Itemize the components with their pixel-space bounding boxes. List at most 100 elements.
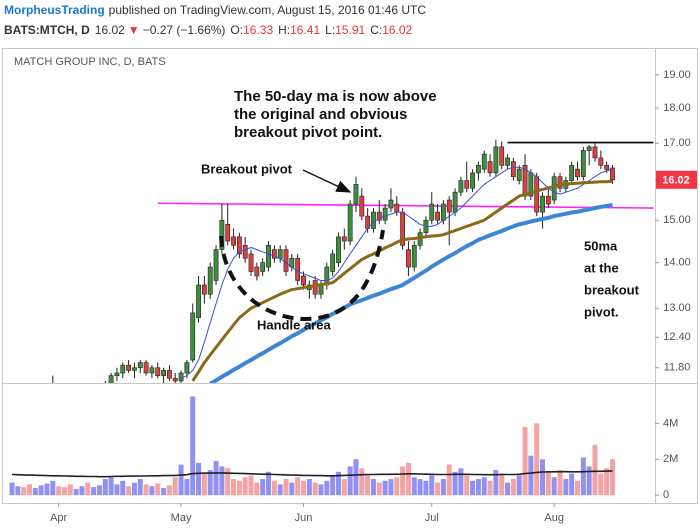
candle-body <box>470 172 475 189</box>
candle-body <box>592 146 598 159</box>
candle-body <box>452 191 458 213</box>
x-tick-label: Jul <box>425 512 439 524</box>
candle-body <box>429 203 435 221</box>
volume-bar <box>510 479 516 496</box>
candle-body <box>347 203 353 242</box>
candle-body <box>505 157 510 166</box>
candle-body <box>516 168 522 181</box>
volume-bar <box>126 486 132 496</box>
ohlc-value: 16.33 <box>243 23 273 37</box>
candle-body <box>190 312 196 361</box>
candle-body <box>487 161 493 174</box>
volume-bar <box>516 475 522 496</box>
candle-body <box>330 253 336 272</box>
candle-body <box>604 165 610 170</box>
volume-bar <box>178 464 184 496</box>
candle-body <box>184 362 190 374</box>
volume-bar <box>330 475 336 496</box>
volume-bar <box>534 423 540 496</box>
candle-body <box>522 165 528 197</box>
y-tick-label: 15.00 <box>663 214 691 226</box>
volume-bar <box>143 484 149 496</box>
volume-bar <box>312 482 318 496</box>
volume-bar <box>295 477 301 496</box>
panel-border <box>2 48 698 504</box>
volume-bar <box>15 486 21 496</box>
candle-body <box>126 364 131 371</box>
volume-bar <box>470 480 476 496</box>
handle-curve <box>219 229 385 322</box>
candle-body <box>201 284 207 295</box>
volume-bar <box>166 485 172 496</box>
volume-bar <box>464 475 470 496</box>
volume-bar <box>161 487 167 496</box>
candle-body <box>481 153 487 170</box>
price-tag <box>656 170 697 189</box>
volume-bar <box>586 466 592 496</box>
volume-bar <box>405 462 411 496</box>
volume-bar <box>522 426 528 496</box>
change: −0.27 (−1.66%) <box>143 23 226 37</box>
price-pane <box>52 139 654 383</box>
candle-body <box>254 266 260 277</box>
quote-line: BATS:MTCH, D 16.02 ▼ −0.27 (−1.66%) O:16.33 H… <box>4 23 413 37</box>
volume-bar <box>213 461 219 496</box>
volume-bar <box>155 483 161 496</box>
y-tick-label: 14.00 <box>663 257 691 269</box>
volume-bar <box>435 482 441 496</box>
x-tick-label: May <box>171 512 192 524</box>
volume-bar <box>26 484 32 496</box>
volume-average <box>11 470 613 478</box>
author[interactable]: MorpheusTrading <box>4 3 105 17</box>
ohlc-label: H: <box>278 23 290 37</box>
volume-bar <box>429 475 435 496</box>
annotation: Breakout pivot <box>201 161 293 176</box>
candle-body <box>271 249 277 259</box>
volume-bar <box>575 480 581 496</box>
volume-bar <box>563 479 569 496</box>
x-tick-label: Aug <box>544 512 564 524</box>
volume-bar <box>446 464 452 496</box>
volume-bar <box>306 479 312 496</box>
ohlc-label: L: <box>325 23 335 37</box>
volume-bar <box>324 480 330 496</box>
candle-body <box>598 157 604 166</box>
volume-bar <box>225 468 231 496</box>
candle-body <box>161 370 166 376</box>
annotation: 50ma <box>584 238 618 253</box>
candle-body <box>318 284 324 295</box>
candle-body <box>382 207 388 221</box>
volume-bar <box>149 486 155 496</box>
volume-bar <box>254 482 260 496</box>
candle-body <box>493 146 499 174</box>
volume-bar <box>493 470 499 496</box>
candle-body <box>137 362 143 369</box>
volume-bar <box>96 485 102 496</box>
volume-bar <box>347 466 353 496</box>
moving-average <box>209 202 613 383</box>
volume-bar <box>382 480 388 496</box>
volume-bar <box>102 479 108 496</box>
annotation: Handle area <box>257 317 331 332</box>
y-tick-label: 19.00 <box>663 69 691 81</box>
candle-body <box>120 364 126 374</box>
candle-body <box>540 195 545 213</box>
symbol: BATS:MTCH, D <box>4 23 90 37</box>
candle-body <box>534 176 540 213</box>
candle-body <box>283 249 289 272</box>
candle-body <box>388 199 394 209</box>
candle-body <box>248 253 254 272</box>
candle-body <box>569 165 575 181</box>
candle-body <box>336 236 341 263</box>
candle-body <box>172 377 178 382</box>
annotation: The 50-day ma is now above <box>234 88 437 105</box>
volume-bar <box>207 470 213 496</box>
volume-bar <box>32 487 38 496</box>
volume-bar <box>388 479 394 496</box>
volume-bar <box>9 482 15 496</box>
volume-bar <box>592 444 598 496</box>
candle-body <box>510 161 516 178</box>
moving-average <box>191 179 613 382</box>
candle-body <box>394 203 400 213</box>
